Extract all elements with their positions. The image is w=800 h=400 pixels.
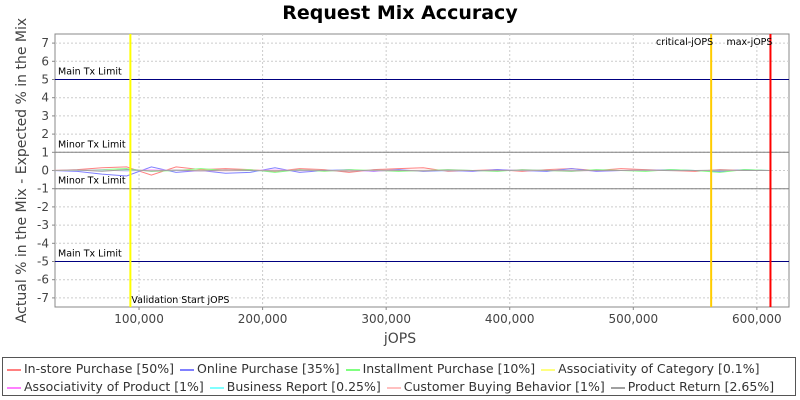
y-tick-label: -4 [37, 236, 49, 250]
legend-swatch [7, 368, 21, 371]
legend-label: Associativity of Product [1%] [24, 379, 204, 394]
legend-item: Associativity of Product [1%] [7, 378, 204, 396]
legend-label: Online Purchase [35%] [196, 361, 340, 376]
limit-label: Minor Tx Limit [58, 176, 126, 187]
y-tick-label: 4 [41, 91, 49, 105]
legend-swatch [610, 386, 625, 389]
legend-item: Installment Purchase [10%] [345, 360, 536, 378]
limit-label: Minor Tx Limit [58, 139, 126, 150]
y-tick-label: -7 [37, 291, 49, 305]
limit-label: Main Tx Limit [58, 67, 122, 78]
legend-row: In-store Purchase [50%] Online Purchase [… [7, 360, 791, 378]
y-tick-label: 3 [41, 109, 49, 123]
x-tick-label: 100,000 [114, 312, 164, 326]
legend-label: Customer Buying Behavior [1%] [403, 379, 605, 394]
marker-label: Validation Start jOPS [131, 295, 229, 306]
legend-label: Business Report [0.25%] [226, 379, 381, 394]
legend-label: Installment Purchase [10%] [362, 361, 536, 376]
legend-swatch [179, 368, 194, 371]
marker-label: critical-jOPS [656, 37, 713, 48]
y-tick-label: -6 [37, 273, 49, 287]
legend: In-store Purchase [50%] Online Purchase [… [2, 357, 796, 396]
x-tick-label: 400,000 [485, 312, 535, 326]
y-tick-label: 5 [41, 73, 49, 87]
legend-swatch [209, 386, 224, 389]
legend-label: In-store Purchase [50%] [24, 361, 174, 376]
legend-swatch [541, 368, 556, 371]
chart-title: Request Mix Accuracy [282, 2, 518, 24]
y-tick-label: -5 [37, 255, 49, 269]
legend-item: Online Purchase [35%] [179, 360, 340, 378]
y-tick-label: 6 [41, 54, 49, 68]
legend-swatch [345, 368, 360, 371]
y-tick-label: 1 [41, 145, 49, 159]
y-tick-label: 0 [41, 164, 49, 178]
y-tick-label: -3 [37, 218, 49, 232]
series-line [52, 169, 770, 172]
x-tick-label: 600,000 [732, 312, 782, 326]
chart-plot: 100,000 200,000 300,000 400,000 500,000 600,0… [14, 18, 790, 347]
legend-label: Product Return [2.65%] [627, 379, 775, 394]
x-axis-label: jOPS [383, 331, 416, 347]
y-axis-label: Actual % in the Mix - Expected % in the … [14, 18, 30, 323]
x-tick-label: 200,000 [238, 312, 288, 326]
legend-item: In-store Purchase [50%] [7, 360, 174, 378]
x-tick-label: 500,000 [608, 312, 658, 326]
legend-item: Associativity of Category [0.1%] [541, 360, 760, 378]
y-tick-label: -2 [37, 200, 49, 214]
marker-label: max-jOPS [726, 37, 772, 48]
legend-row: Associativity of Product [1%] Business Re… [7, 378, 791, 396]
legend-item: Customer Buying Behavior [1%] [386, 378, 605, 396]
x-tick-label: 300,000 [361, 312, 411, 326]
legend-swatch [386, 386, 401, 389]
legend-item: Business Report [0.25%] [209, 378, 381, 396]
y-tick-label: 2 [41, 127, 49, 141]
legend-label: Associativity of Category [0.1%] [558, 361, 760, 376]
limit-label: Main Tx Limit [58, 249, 122, 260]
legend-swatch [7, 386, 21, 389]
y-tick-label: -1 [37, 182, 49, 196]
y-tick-label: 7 [41, 36, 49, 50]
legend-item: Product Return [2.65%] [610, 378, 775, 396]
